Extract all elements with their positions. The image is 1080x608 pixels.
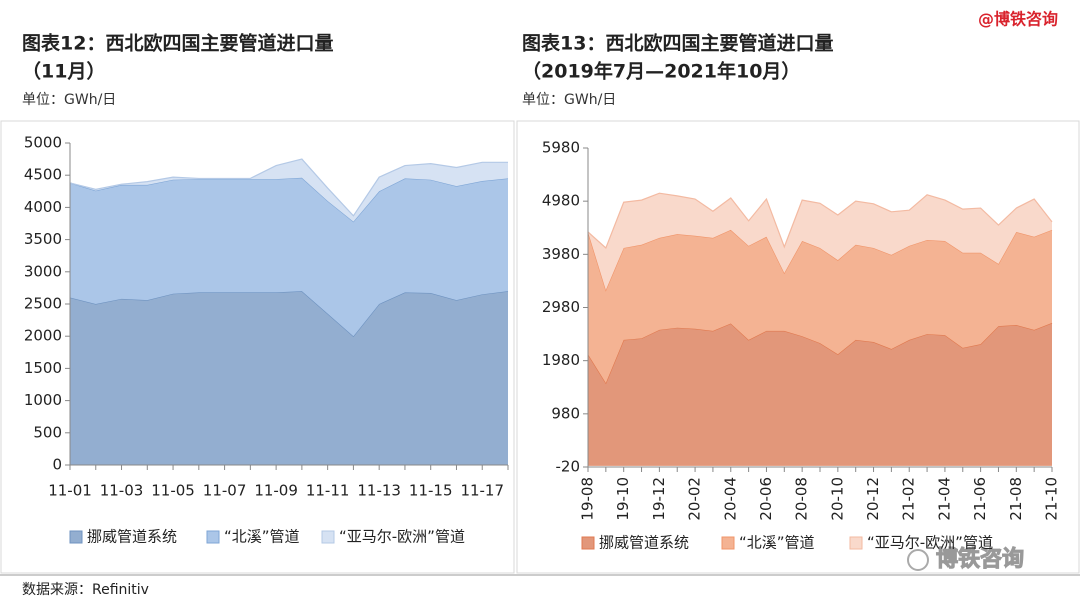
x-tick-label: 19-08 xyxy=(579,477,597,521)
unit-label: 单位：GWh/日 xyxy=(522,92,616,108)
area-edge xyxy=(69,158,508,217)
y-tick-label: 1980 xyxy=(542,351,580,369)
legend-swatch xyxy=(721,536,735,550)
logo-text: 博铁咨询 xyxy=(936,546,1024,572)
chart-subtitle: （11月） xyxy=(22,60,105,83)
y-tick-label: 980 xyxy=(551,404,580,422)
y-tick-label: 1500 xyxy=(24,359,62,377)
y-tick-label: -20 xyxy=(556,458,581,476)
y-tick-label: 5980 xyxy=(542,139,580,157)
legend-swatch xyxy=(849,536,863,550)
x-tick-label: 20-02 xyxy=(686,477,704,521)
legend-swatch xyxy=(206,530,220,544)
x-tick-label: 11-11 xyxy=(306,482,350,500)
y-tick-label: 3000 xyxy=(24,262,62,280)
y-tick-label: 3980 xyxy=(542,245,580,263)
x-tick-label: 11-05 xyxy=(151,482,195,500)
y-tick-label: 500 xyxy=(33,423,62,441)
x-tick-label: 11-01 xyxy=(48,482,92,500)
area xyxy=(588,193,1052,290)
x-tick-label: 11-07 xyxy=(203,482,247,500)
x-tick-label: 20-12 xyxy=(864,477,882,521)
chart-title: 图表13：西北欧四国主要管道进口量 xyxy=(522,32,833,55)
x-tick-label: 11-09 xyxy=(254,482,298,500)
legend-label: “亚马尔-欧洲”管道 xyxy=(867,534,993,552)
y-tick-label: 3500 xyxy=(24,230,62,248)
x-tick-label: 20-06 xyxy=(757,477,775,521)
x-tick-label: 11-17 xyxy=(460,482,504,500)
x-tick-label: 21-08 xyxy=(1007,477,1025,521)
legend-swatch xyxy=(69,530,83,544)
legend-swatch xyxy=(581,536,595,550)
x-tick-label: 19-12 xyxy=(650,477,668,521)
legend-label: “亚马尔-欧洲”管道 xyxy=(339,528,465,546)
y-tick-label: 0 xyxy=(52,456,62,474)
area xyxy=(588,229,1052,383)
area-edge xyxy=(587,192,1053,249)
chart-title: 图表12：西北欧四国主要管道进口量 xyxy=(22,32,333,55)
x-tick-label: 20-10 xyxy=(828,477,846,521)
area xyxy=(70,159,508,222)
brand: @博铁咨询 xyxy=(978,10,1058,29)
x-tick-label: 21-04 xyxy=(935,477,953,521)
area xyxy=(70,291,508,465)
y-tick-label: 4500 xyxy=(24,166,62,184)
y-tick-label: 4000 xyxy=(24,198,62,216)
x-tick-label: 21-02 xyxy=(900,477,918,521)
x-tick-label: 11-13 xyxy=(357,482,401,500)
y-tick-label: 5000 xyxy=(24,134,62,152)
source: 数据来源：Refinitiv xyxy=(22,582,149,598)
x-tick-label: 11-03 xyxy=(100,482,144,500)
y-tick-label: 2980 xyxy=(542,298,580,316)
logo-icon xyxy=(907,549,929,571)
legend-swatch xyxy=(321,530,335,544)
x-tick-label: 19-10 xyxy=(614,477,632,521)
chart-subtitle: （2019年7月—2021年10月） xyxy=(522,60,800,83)
area xyxy=(588,322,1052,466)
x-tick-label: 20-08 xyxy=(793,477,811,521)
y-tick-label: 2000 xyxy=(24,327,62,345)
x-tick-label: 11-15 xyxy=(409,482,453,500)
legend-label: “北溪”管道 xyxy=(739,534,815,552)
legend-label: 挪威管道系统 xyxy=(599,534,689,552)
y-tick-label: 4980 xyxy=(542,192,580,210)
area xyxy=(70,177,508,337)
y-tick-label: 1000 xyxy=(24,391,62,409)
legend-label: 挪威管道系统 xyxy=(87,528,177,546)
y-tick-label: 2500 xyxy=(24,295,62,313)
x-tick-label: 20-04 xyxy=(721,477,739,521)
legend-label: “北溪”管道 xyxy=(224,528,300,546)
x-tick-label: 21-10 xyxy=(1043,477,1061,521)
x-tick-label: 21-06 xyxy=(971,477,989,521)
unit-label: 单位：GWh/日 xyxy=(22,92,116,108)
